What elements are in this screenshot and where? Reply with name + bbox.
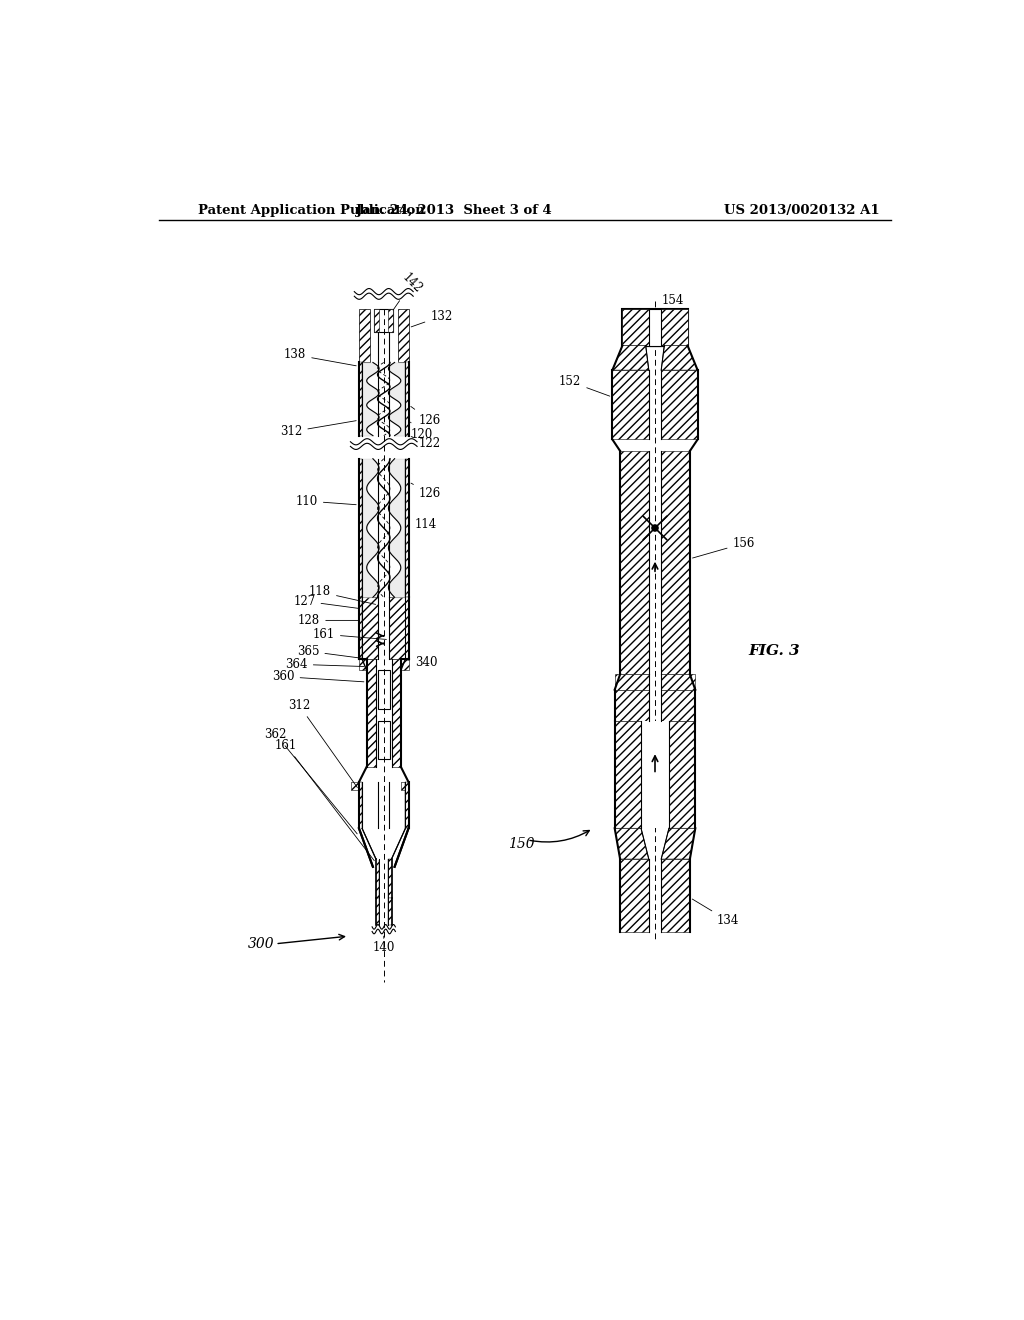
Text: 134: 134 [692, 899, 739, 927]
Text: FIG. 3: FIG. 3 [748, 644, 800, 659]
Text: 126: 126 [411, 483, 441, 500]
Bar [359, 659, 367, 671]
Text: 128: 128 [298, 614, 359, 627]
Bar [397, 309, 409, 363]
Bar [388, 859, 391, 898]
Bar [375, 309, 393, 331]
Bar [662, 370, 697, 440]
Bar [400, 781, 409, 789]
Bar [662, 675, 695, 689]
Bar [614, 689, 649, 721]
Bar [375, 309, 379, 331]
Bar [388, 309, 393, 331]
Text: 122: 122 [412, 437, 440, 450]
Polygon shape [612, 346, 649, 370]
Text: 142: 142 [393, 271, 424, 310]
Polygon shape [662, 346, 697, 370]
Bar [662, 689, 695, 721]
Text: 132: 132 [412, 310, 453, 327]
Bar [662, 859, 690, 932]
Bar [376, 898, 379, 924]
Bar [378, 721, 390, 759]
Bar [649, 309, 662, 346]
Bar [400, 659, 409, 671]
Polygon shape [662, 829, 695, 859]
Text: Jan. 24, 2013  Sheet 3 of 4: Jan. 24, 2013 Sheet 3 of 4 [355, 205, 551, 218]
Bar [367, 659, 376, 767]
Text: 300: 300 [248, 937, 274, 950]
Text: 312: 312 [281, 421, 356, 438]
Text: 161: 161 [312, 628, 386, 640]
Text: 150: 150 [508, 837, 535, 850]
Bar [623, 309, 687, 346]
Bar [376, 859, 379, 898]
Circle shape [652, 525, 658, 531]
Text: 126: 126 [411, 407, 441, 426]
Text: 127: 127 [293, 594, 359, 609]
Bar [621, 859, 649, 932]
Bar [406, 363, 409, 436]
Text: 360: 360 [272, 671, 364, 684]
Bar [406, 459, 409, 597]
Bar [388, 898, 391, 924]
Text: 365: 365 [297, 644, 364, 659]
Bar [351, 781, 359, 789]
Text: 114: 114 [409, 517, 437, 531]
Bar [662, 451, 690, 675]
Text: 120: 120 [411, 422, 433, 441]
Bar [359, 363, 362, 436]
Bar [669, 721, 695, 829]
Text: 154: 154 [655, 294, 684, 313]
Bar [362, 597, 378, 659]
Bar [406, 781, 409, 829]
Bar [359, 459, 362, 597]
Bar [621, 451, 649, 675]
Text: 340: 340 [403, 656, 437, 669]
Text: 362: 362 [264, 727, 357, 834]
Bar [378, 671, 390, 709]
Text: 110: 110 [296, 495, 356, 508]
Text: 161: 161 [274, 739, 375, 861]
Text: Patent Application Publication: Patent Application Publication [198, 205, 425, 218]
Text: 118: 118 [309, 585, 376, 605]
Bar [389, 597, 406, 659]
Text: 152: 152 [559, 375, 609, 396]
Bar [391, 659, 400, 767]
Polygon shape [614, 829, 649, 859]
Text: US 2013/0020132 A1: US 2013/0020132 A1 [724, 205, 880, 218]
Bar [359, 597, 362, 659]
Text: 364: 364 [286, 657, 364, 671]
Bar [612, 370, 649, 440]
Bar [614, 675, 649, 689]
Bar [623, 309, 687, 346]
Bar [614, 721, 641, 829]
Bar [406, 597, 409, 659]
Polygon shape [359, 829, 379, 867]
Text: 312: 312 [288, 698, 357, 788]
Bar [359, 309, 370, 363]
Bar [359, 781, 362, 829]
Text: 138: 138 [284, 348, 356, 366]
Text: 156: 156 [692, 537, 755, 558]
Bar [641, 721, 669, 829]
Text: 140: 140 [373, 936, 395, 954]
